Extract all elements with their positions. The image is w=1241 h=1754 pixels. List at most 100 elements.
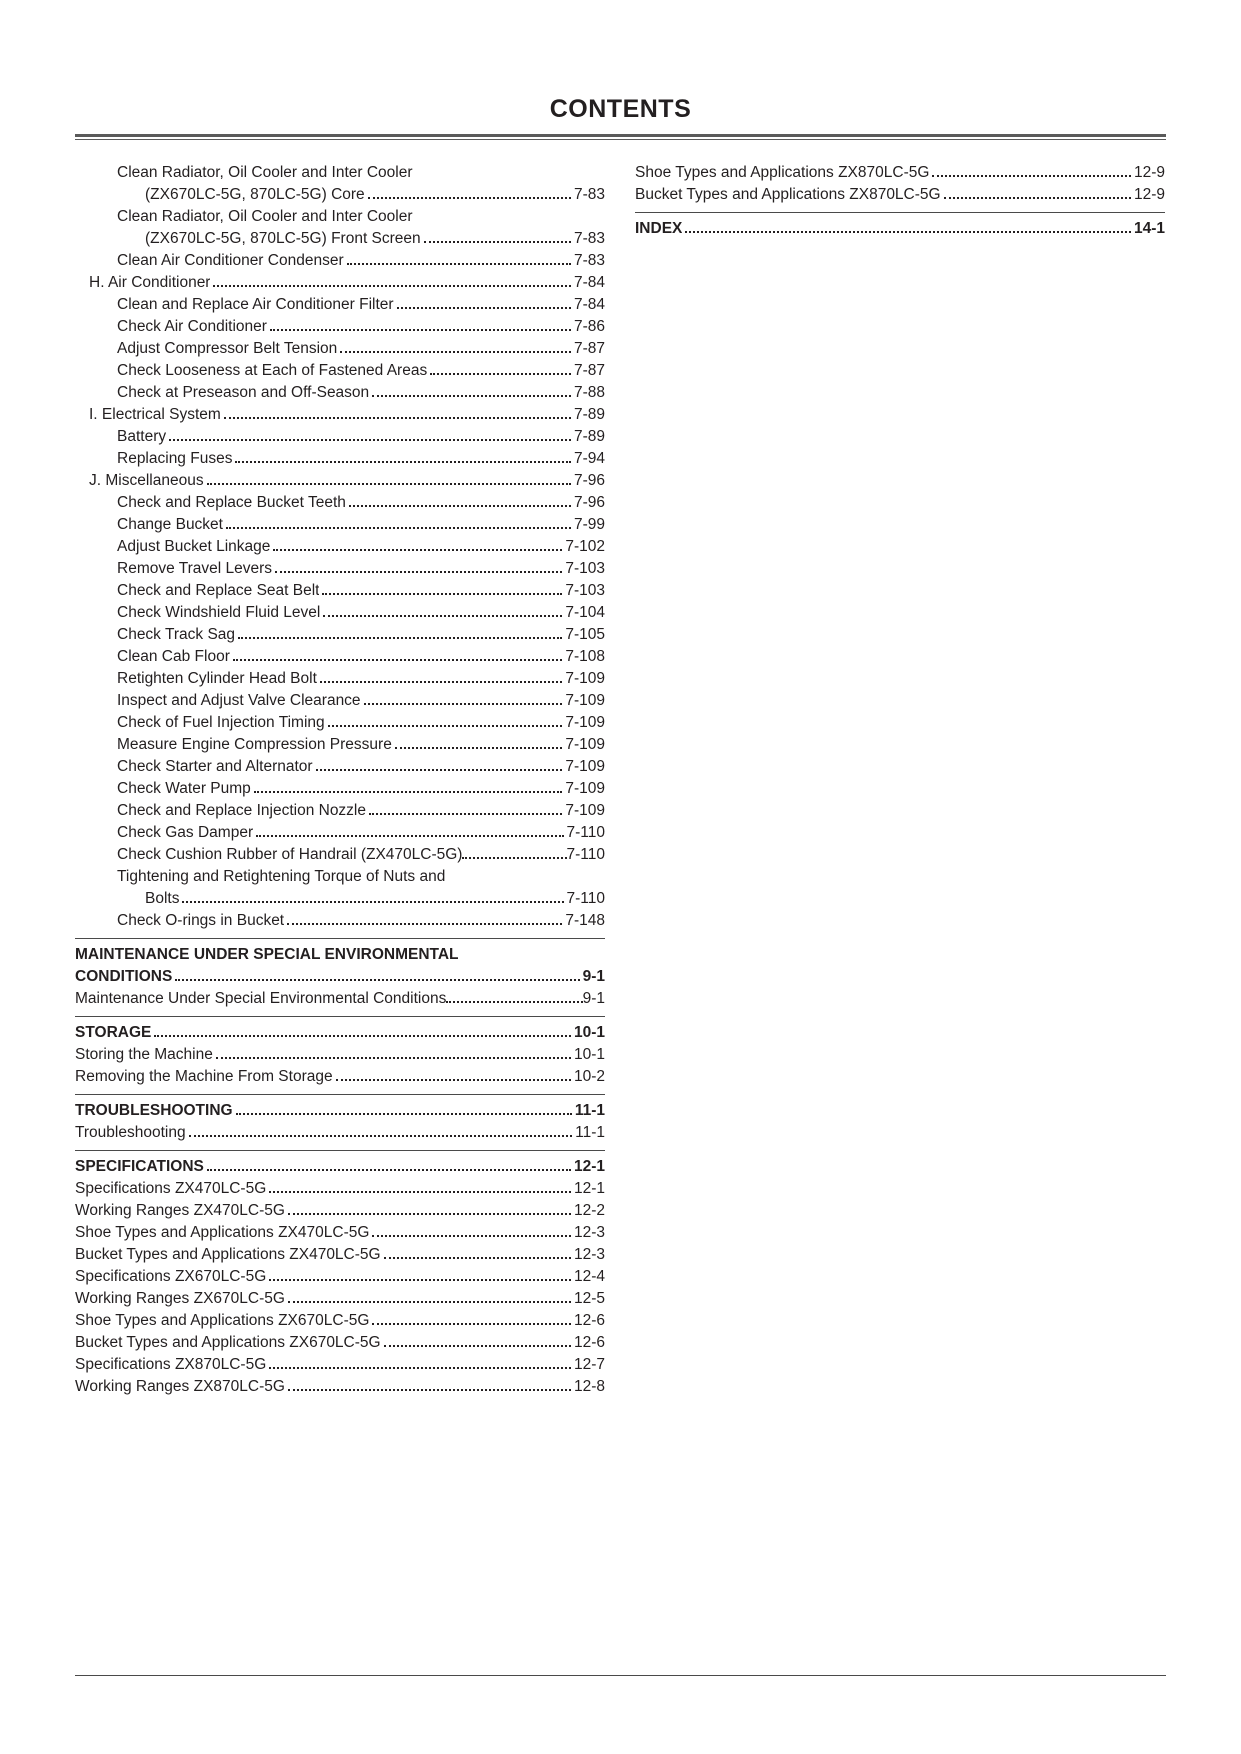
toc-label: Working Ranges ZX870LC-5G	[75, 1376, 285, 1398]
toc-label: CONDITIONS	[75, 966, 172, 988]
toc-page: 7-94	[574, 448, 605, 470]
toc-dots	[288, 1379, 571, 1391]
toc-page: 7-89	[574, 426, 605, 448]
toc-page: 12-4	[574, 1266, 605, 1288]
toc-label: Removing the Machine From Storage	[75, 1066, 333, 1088]
toc-label: MAINTENANCE UNDER SPECIAL ENVIRONMENTAL	[75, 944, 459, 966]
toc-page: 12-3	[574, 1244, 605, 1266]
toc-dots	[462, 847, 566, 859]
toc-page: 7-105	[565, 624, 605, 646]
toc-entry: Measure Engine Compression Pressure7-109	[75, 734, 605, 756]
toc-left-column: Clean Radiator, Oil Cooler and Inter Coo…	[75, 162, 605, 1398]
toc-label: Specifications ZX870LC-5G	[75, 1354, 266, 1376]
toc-entry: Check Gas Damper7-110	[75, 822, 605, 844]
toc-dots	[175, 969, 579, 981]
toc-dots	[932, 165, 1131, 177]
toc-page: 7-110	[567, 888, 606, 910]
toc-label: Check Track Sag	[117, 624, 235, 646]
toc-label: Tightening and Retightening Torque of Nu…	[117, 866, 445, 888]
toc-label: Clean and Replace Air Conditioner Filter	[117, 294, 394, 316]
toc-label: TROUBLESHOOTING	[75, 1100, 233, 1122]
toc-label: H. Air Conditioner	[89, 272, 210, 294]
toc-page: 10-1	[574, 1022, 605, 1044]
toc-label: Specifications ZX470LC-5G	[75, 1178, 266, 1200]
toc-page: 7-108	[565, 646, 605, 668]
toc-page: 7-103	[565, 558, 605, 580]
toc-dots	[207, 1159, 571, 1171]
toc-entry: Working Ranges ZX870LC-5G 12-8	[75, 1376, 605, 1398]
toc-label: Bolts	[145, 888, 179, 910]
toc-label: Remove Travel Levers	[117, 558, 272, 580]
toc-page: 7-87	[574, 360, 605, 382]
toc-entry: Check and Replace Seat Belt7-103	[75, 580, 605, 602]
toc-page: 7-109	[565, 690, 605, 712]
toc-page: 7-109	[565, 756, 605, 778]
toc-entry: Adjust Bucket Linkage7-102	[75, 536, 605, 558]
toc-entry: Replacing Fuses 7-94	[75, 448, 605, 470]
toc-label: Working Ranges ZX470LC-5G	[75, 1200, 285, 1222]
toc-entry: I. Electrical System7-89	[75, 404, 605, 426]
toc-label: Retighten Cylinder Head Bolt	[117, 668, 317, 690]
toc-dots	[369, 803, 562, 815]
toc-entry: Change Bucket7-99	[75, 514, 605, 536]
toc-dots	[182, 891, 563, 903]
toc-entry: Clean Cab Floor7-108	[75, 646, 605, 668]
toc-dots	[169, 429, 571, 441]
toc-label: Check Water Pump	[117, 778, 251, 800]
toc-dots	[256, 825, 563, 837]
toc-dots	[316, 759, 563, 771]
toc-dots	[347, 253, 571, 265]
toc-label: Check Windshield Fluid Level	[117, 602, 320, 624]
toc-page: 7-148	[565, 910, 605, 932]
toc-dots	[685, 221, 1131, 233]
toc-dots	[944, 187, 1131, 199]
toc-dots	[395, 737, 563, 749]
toc-entry: Maintenance Under Special Environmental …	[75, 988, 605, 1010]
toc-page: 7-87	[574, 338, 605, 360]
toc-label: Bucket Types and Applications ZX670LC-5G	[75, 1332, 381, 1354]
toc-label: Replacing Fuses	[117, 448, 232, 470]
toc-label: Shoe Types and Applications ZX870LC-5G	[635, 162, 929, 184]
toc-dots	[424, 231, 571, 243]
toc-entry: Clean and Replace Air Conditioner Filter…	[75, 294, 605, 316]
toc-label: Check Looseness at Each of Fastened Area…	[117, 360, 427, 382]
toc-label: Inspect and Adjust Valve Clearance	[117, 690, 361, 712]
toc-label: SPECIFICATIONS	[75, 1156, 204, 1178]
toc-label: Shoe Types and Applications ZX670LC-5G	[75, 1310, 369, 1332]
toc-page: 12-5	[574, 1288, 605, 1310]
toc-page: 9-1	[583, 966, 605, 988]
toc-page: 7-109	[565, 778, 605, 800]
toc-page: 7-96	[574, 470, 605, 492]
page-title: CONTENTS	[75, 95, 1166, 124]
toc-page: 12-8	[574, 1376, 605, 1398]
toc-label: (ZX670LC-5G, 870LC-5G) Front Screen	[145, 228, 421, 250]
toc-label: Troubleshooting	[75, 1122, 186, 1144]
toc-dots	[236, 1103, 572, 1115]
toc-entry: J. Miscellaneous7-96	[75, 470, 605, 492]
toc-page: 7-109	[565, 712, 605, 734]
toc-dots	[322, 583, 562, 595]
footer-rule	[75, 1675, 1166, 1676]
section-rule	[75, 1094, 605, 1095]
toc-entry: Check Air Conditioner7-86	[75, 316, 605, 338]
toc-label: Shoe Types and Applications ZX470LC-5G	[75, 1222, 369, 1244]
toc-label: Check Starter and Alternator	[117, 756, 313, 778]
toc-entry: Check Track Sag 7-105	[75, 624, 605, 646]
toc-page: 7-110	[567, 844, 606, 866]
toc-entry: Bucket Types and Applications ZX870LC-5G…	[635, 184, 1165, 206]
toc-page: 10-2	[574, 1066, 605, 1088]
toc-entry: INDEX14-1	[635, 218, 1165, 240]
toc-page: 7-102	[565, 536, 605, 558]
toc-entry: STORAGE10-1	[75, 1022, 605, 1044]
toc-dots	[207, 473, 571, 485]
toc-entry: Check at Preseason and Off-Season7-88	[75, 382, 605, 404]
toc-dots	[273, 539, 562, 551]
toc-page: 7-99	[574, 514, 605, 536]
toc-dots	[154, 1025, 571, 1037]
toc-entry: Tightening and Retightening Torque of Nu…	[75, 866, 605, 888]
section-rule	[75, 1016, 605, 1017]
toc-page: 7-86	[574, 316, 605, 338]
toc-dots	[323, 605, 562, 617]
title-rule	[75, 134, 1166, 140]
toc-page: 12-1	[574, 1156, 605, 1178]
